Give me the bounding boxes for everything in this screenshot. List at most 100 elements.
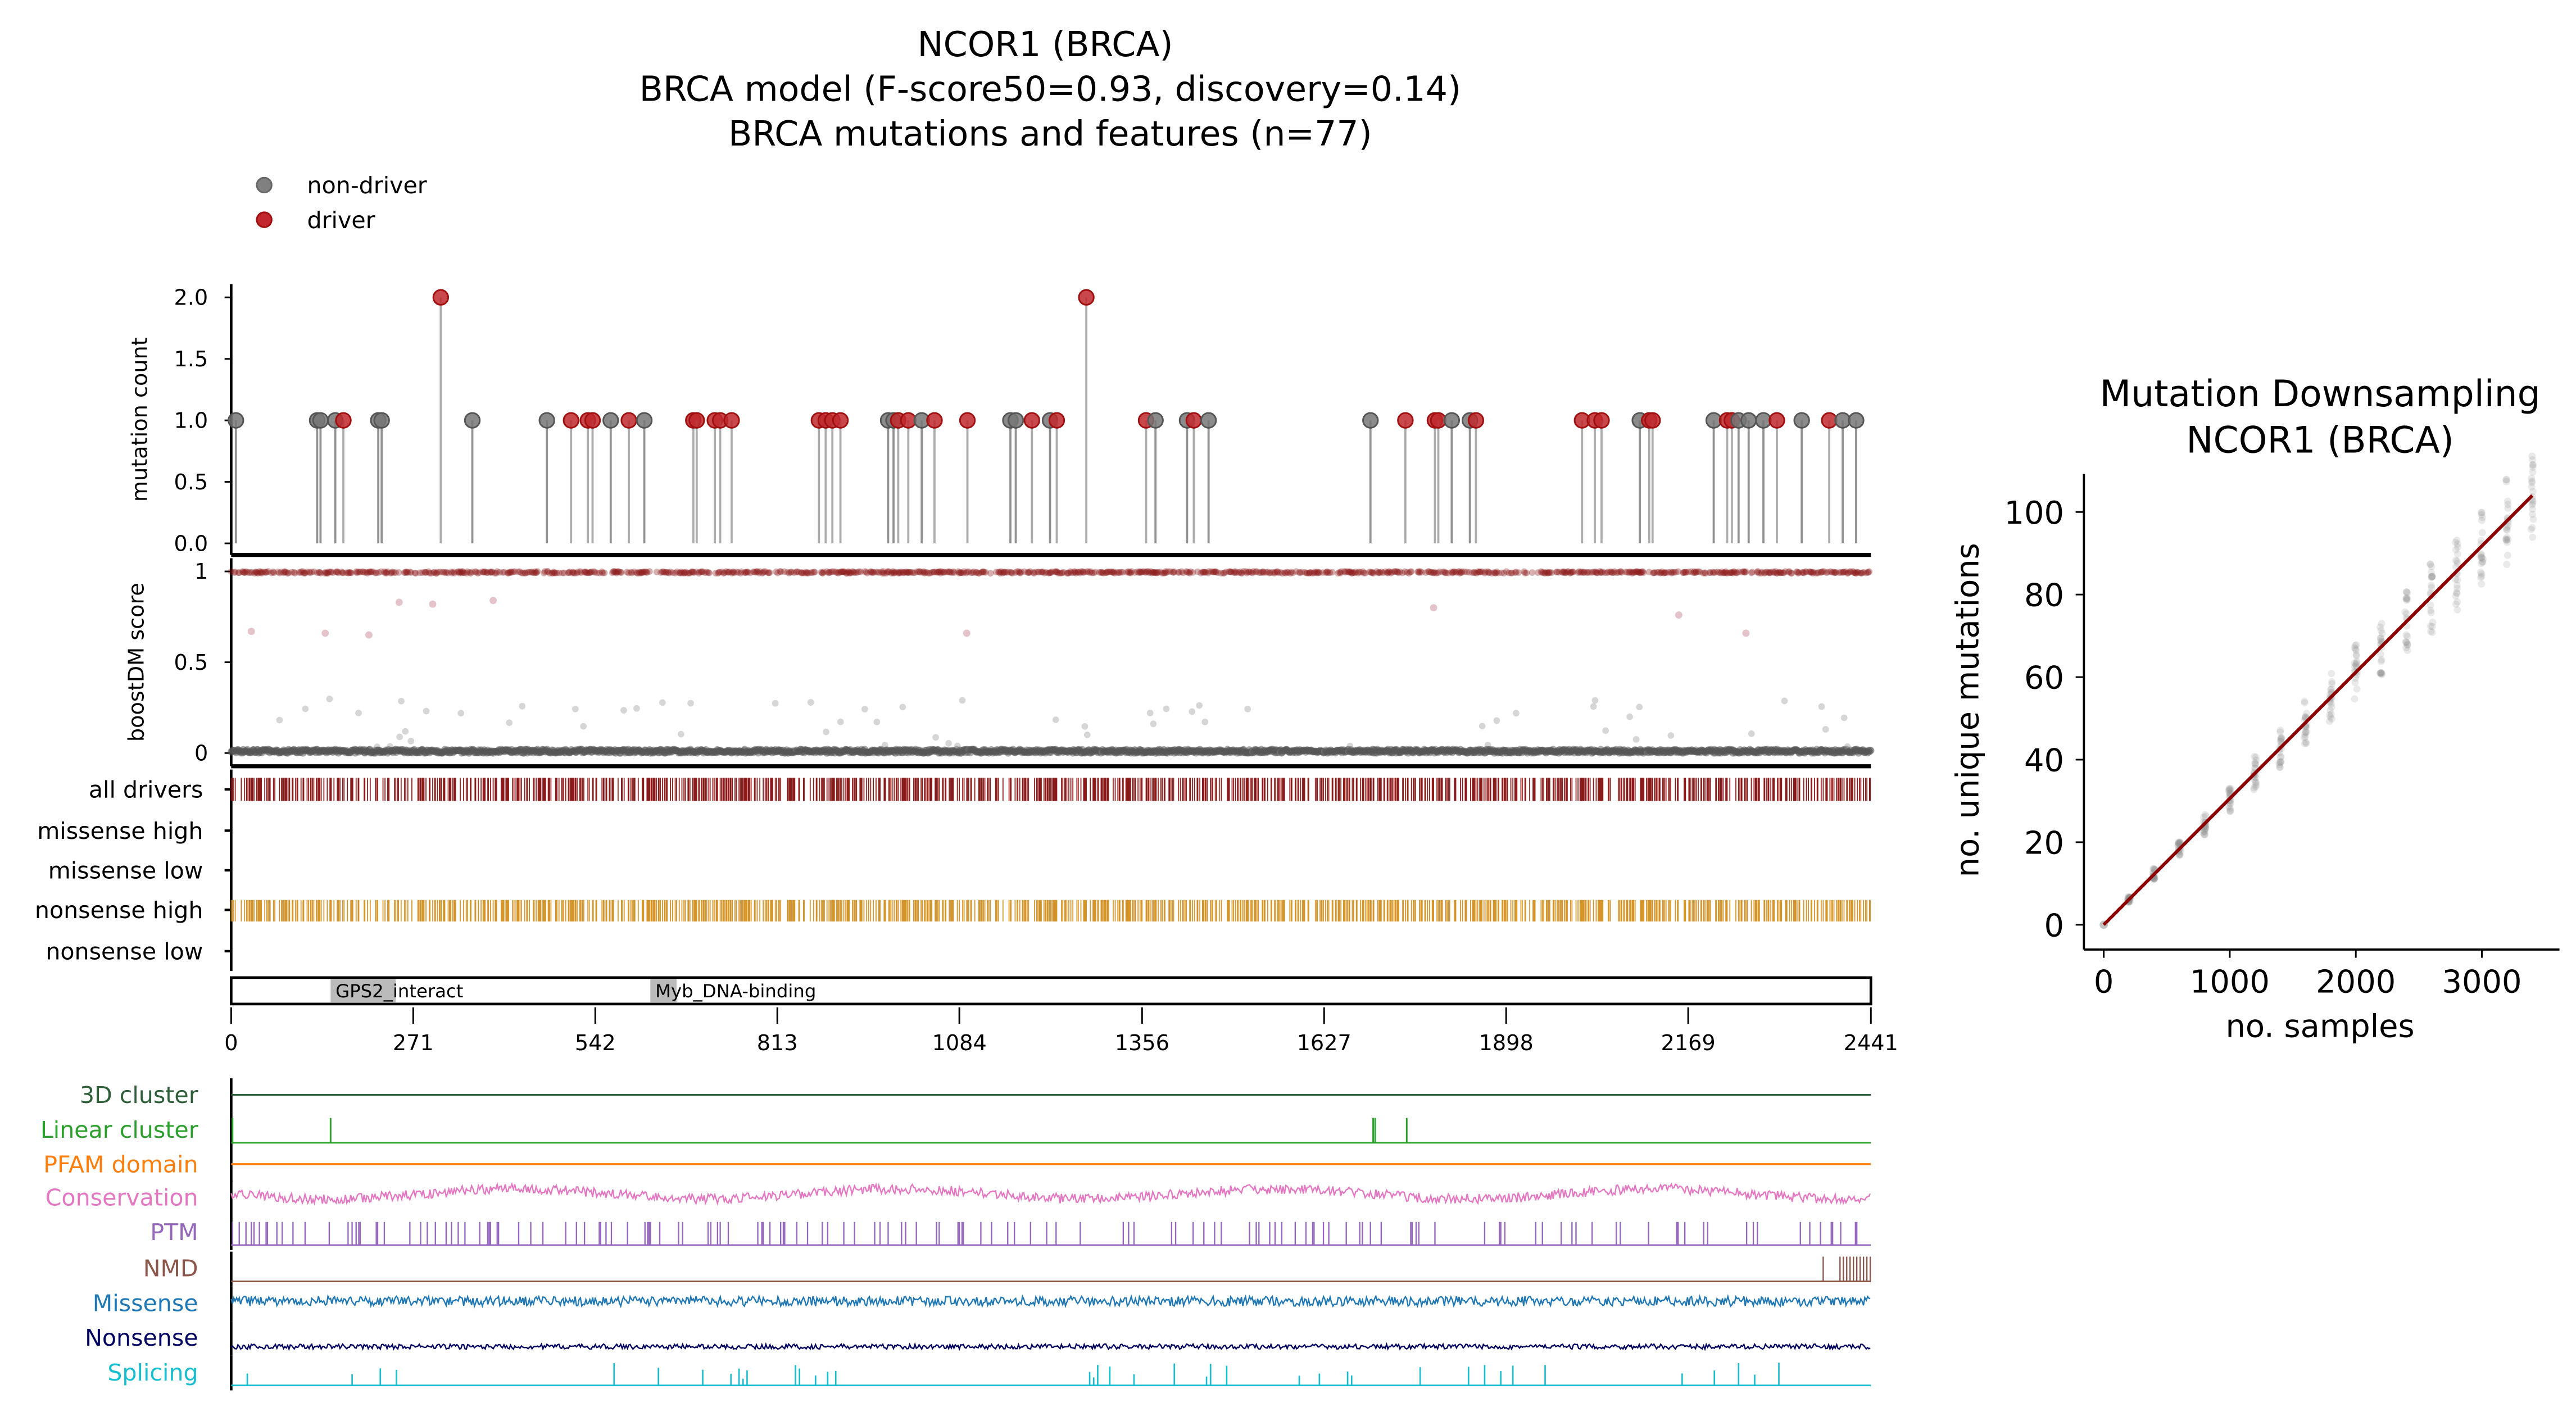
non-driver-mutation-point: [464, 412, 481, 429]
lollipop-ylabel: mutation count: [128, 337, 153, 502]
non-driver-score-point: [945, 740, 952, 747]
non-driver-score-point: [687, 700, 694, 707]
driver-score-point: [569, 569, 577, 576]
title-line-2: BRCA model (F-score50=0.93, discovery=0.…: [640, 69, 1462, 110]
driver-score-point: [574, 569, 582, 575]
non-driver-score-point: [402, 728, 409, 735]
driver-score-point: [361, 569, 369, 576]
driver-score-point: [560, 569, 568, 576]
driver-score-point: [1640, 569, 1647, 576]
driver-score-point: [241, 569, 248, 576]
driver-score-point: [1523, 569, 1530, 576]
driver-score-point: [334, 568, 341, 575]
driver-score-point: [316, 569, 324, 576]
driver-score-point: [322, 569, 329, 576]
non-driver-score-point: [326, 696, 333, 702]
non-driver-score-point: [677, 730, 684, 738]
driver-score-point: [244, 569, 251, 575]
driver-score-point: [623, 569, 631, 576]
row-label: nonsense low: [46, 938, 203, 965]
driver-score-point: [1675, 611, 1682, 619]
driver-score-point: [325, 568, 332, 575]
driver-score-point: [278, 569, 285, 575]
driver-score-point: [1408, 568, 1415, 575]
driver-score-point: [766, 569, 773, 576]
driver-mutation-point: [688, 412, 705, 429]
driver-score-point: [395, 598, 403, 606]
driver-score-point: [281, 568, 288, 575]
driver-score-point: [422, 569, 429, 576]
driver-score-point: [457, 569, 465, 575]
driver-score-point: [384, 568, 391, 575]
non-driver-score-point: [572, 705, 579, 712]
driver-score-point: [347, 569, 354, 576]
driver-score-point: [463, 570, 470, 576]
driver-score-point: [339, 569, 347, 576]
driver-score-point: [599, 569, 606, 576]
non-driver-score-point: [1083, 731, 1091, 738]
driver-score-point: [1515, 569, 1522, 576]
driver-score-point: [324, 570, 332, 577]
driver-score-point: [235, 569, 243, 576]
driver-score-point: [488, 568, 495, 575]
driver-score-point: [548, 569, 556, 576]
non-driver-mutation-point: [1147, 412, 1164, 429]
driver-score-point: [291, 570, 298, 576]
driver-score-point: [596, 569, 603, 576]
driver-score-point: [460, 569, 467, 576]
driver-score-point: [254, 570, 261, 577]
legend-marker-non-driver: [256, 176, 273, 194]
driver-score-point: [515, 568, 521, 575]
driver-score-point: [448, 568, 455, 575]
non-driver-mutation-point: [1793, 412, 1810, 429]
driver-score-point: [343, 569, 350, 576]
driver-score-point: [296, 569, 302, 576]
driver-score-point: [391, 569, 398, 576]
driver-score-point: [344, 569, 352, 576]
driver-score-point: [368, 568, 375, 575]
driver-score-point: [402, 568, 410, 575]
driver-score-point: [448, 569, 456, 576]
driver-score-point: [612, 568, 619, 575]
driver-score-point: [345, 569, 352, 576]
driver-score-point: [565, 569, 573, 576]
driver-score-point: [284, 570, 291, 577]
driver-score-point: [610, 568, 618, 575]
driver-score-point: [329, 569, 337, 576]
non-driver-score-point: [1748, 730, 1755, 737]
driver-score-point: [501, 569, 508, 576]
driver-score-point: [365, 569, 373, 576]
non-driver-score-point: [1513, 710, 1520, 717]
driver-score-point: [268, 569, 275, 576]
driver-score-point: [518, 569, 525, 576]
non-driver-score-point: [899, 703, 906, 711]
non-driver-score-point: [659, 699, 666, 706]
driver-mutation-point: [1397, 412, 1414, 429]
driver-score-point: [1742, 629, 1750, 637]
driver-score-point: [508, 569, 515, 576]
driver-mutation-point: [723, 412, 740, 429]
non-driver-score-point: [1052, 716, 1059, 723]
driver-score-point: [1328, 569, 1336, 576]
driver-score-point: [615, 568, 623, 575]
driver-score-point: [441, 569, 447, 576]
driver-score-point: [507, 568, 515, 575]
non-driver-mutation-point: [228, 412, 244, 429]
non-driver-score-point: [355, 710, 362, 716]
main-title: NCOR1 (BRCA) BRCA model (F-score50=0.93,…: [640, 24, 1462, 154]
driver-score-point: [253, 569, 261, 576]
non-driver-score-point: [1632, 736, 1640, 743]
driver-score-point: [987, 570, 994, 577]
row-label: missense low: [48, 857, 203, 884]
driver-score-point: [356, 569, 363, 576]
driver-score-point: [591, 568, 597, 575]
driver-score-point: [482, 568, 489, 575]
driver-score-point: [456, 569, 463, 576]
driver-score-point: [451, 570, 458, 576]
driver-score-point: [496, 569, 503, 576]
driver-score-point: [423, 569, 430, 576]
non-driver-score-point: [423, 707, 430, 715]
driver-score-point: [461, 569, 468, 576]
driver-score-point: [455, 568, 462, 575]
